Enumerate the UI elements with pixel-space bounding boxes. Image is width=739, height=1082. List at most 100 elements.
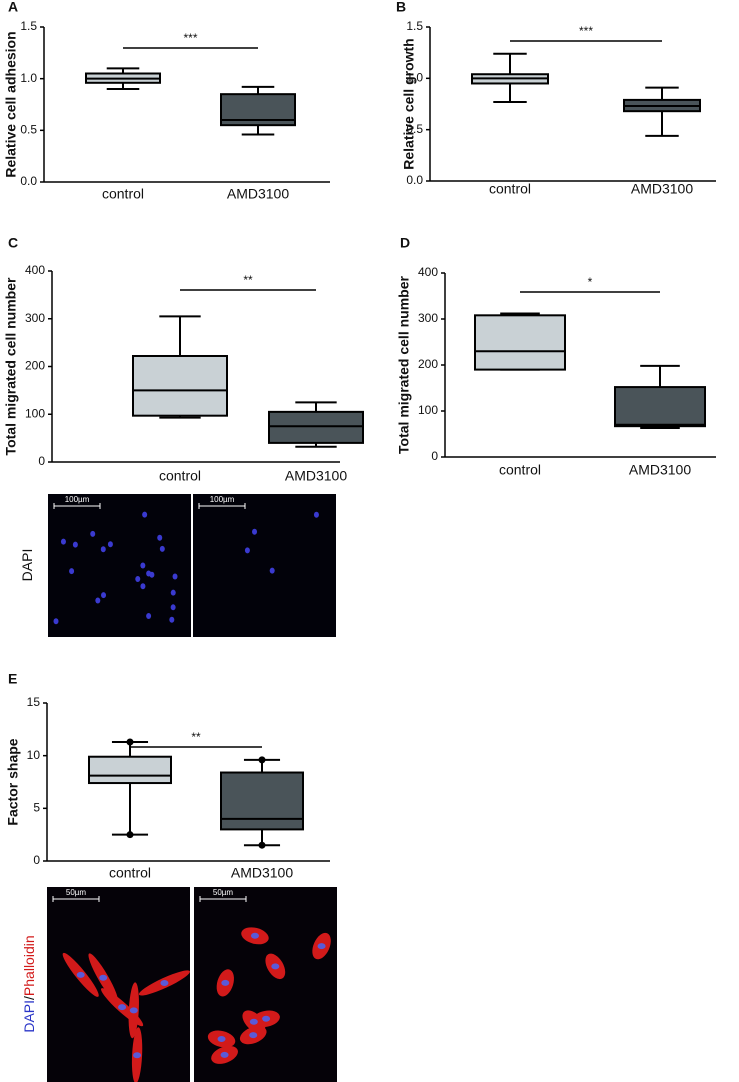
significance-label: *** [579,24,593,38]
panel-label: A [8,0,18,15]
stain-label: DAPI/Phalloidin [21,935,37,1032]
nucleus [135,576,141,583]
box [88,755,172,785]
whisker-dot [258,841,266,849]
y-axis-label: Relative cell growth [401,38,417,169]
stain-label: DAPI [19,549,35,582]
x-tick-label: control [489,181,531,197]
nucleus [169,616,175,623]
x-tick-label: control [159,468,201,484]
scale-bar-label: 100µm [210,495,235,504]
y-tick-label: 5 [33,801,40,815]
y-tick-label: 1.5 [406,19,423,33]
nucleus [160,979,169,986]
panel-label: B [396,0,406,15]
nucleus [159,545,165,552]
micrograph [48,494,191,637]
y-tick-label: 0.0 [20,174,37,188]
nucleus [317,943,326,950]
y-tick-label: 400 [25,263,45,277]
y-tick-label: 0.0 [406,173,423,187]
nucleus [244,547,250,554]
nucleus [252,528,258,535]
y-tick-label: 0 [38,454,45,468]
nucleus [249,1032,258,1039]
whisker-dot [258,756,266,764]
y-tick-label: 200 [418,357,438,371]
x-tick-label: control [102,186,144,202]
box [220,771,304,831]
y-tick-label: 100 [25,406,45,420]
nucleus [107,541,113,548]
x-tick-label: control [109,865,151,881]
x-tick-label: control [499,462,541,478]
x-tick-label: AMD3100 [231,865,293,881]
scale-bar-label: 100µm [65,495,90,504]
nucleus [157,534,163,541]
y-tick-label: 1.0 [406,71,423,85]
y-tick-label: 0 [431,449,438,463]
nucleus [146,612,152,619]
y-tick-label: 400 [418,265,438,279]
nucleus [140,583,146,590]
box [474,314,566,371]
panel-label: E [8,671,17,687]
box [614,386,706,428]
nucleus [269,567,275,574]
nucleus [149,571,155,578]
y-tick-label: 0.5 [406,122,423,136]
nucleus [118,1004,127,1011]
nucleus [95,597,101,604]
micrograph [193,494,336,637]
panel-label: C [8,235,18,251]
nucleus [170,604,176,611]
nucleus [217,1035,226,1042]
nucleus [101,592,107,599]
x-tick-label: AMD3100 [629,462,691,478]
x-tick-label: AMD3100 [631,181,693,197]
nucleus [140,562,146,569]
box [268,410,364,444]
y-tick-label: 200 [25,359,45,373]
nucleus [99,974,108,981]
y-tick-label: 1.0 [20,71,37,85]
stain-part: / [21,996,37,1000]
scale-bar-label: 50µm [66,888,87,897]
nucleus [100,546,106,553]
nucleus [69,568,75,575]
significance-label: ** [191,730,201,744]
y-tick-label: 0.5 [20,123,37,137]
nucleus [250,932,259,939]
y-axis-label: Total migrated cell number [3,277,19,455]
y-tick-label: 300 [25,311,45,325]
y-axis-label: Relative cell adhesion [3,31,19,177]
nucleus [220,1051,229,1058]
nucleus [53,618,59,625]
panel-label: D [400,235,410,251]
y-tick-label: 1.5 [20,19,37,33]
nucleus [170,589,176,596]
y-axis-label: Factor shape [5,738,21,825]
nucleus [262,1015,271,1022]
whisker-dot [126,738,134,746]
stain-part: Phalloidin [21,935,37,996]
nucleus [271,963,280,970]
nucleus [90,530,96,537]
nucleus [221,979,230,986]
whisker-dot [126,831,134,839]
nucleus [172,573,178,580]
box [132,354,228,417]
significance-label: *** [183,31,197,45]
nucleus [249,1018,258,1025]
nucleus [313,511,319,518]
y-tick-label: 10 [27,748,41,762]
nucleus [129,1007,138,1014]
significance-label: ** [243,273,253,287]
stain-part: DAPI [21,1000,37,1033]
nucleus [133,1052,142,1059]
x-tick-label: AMD3100 [227,186,289,202]
significance-label: * [588,275,593,289]
nucleus [72,541,78,548]
y-axis-label: Total migrated cell number [396,276,412,454]
